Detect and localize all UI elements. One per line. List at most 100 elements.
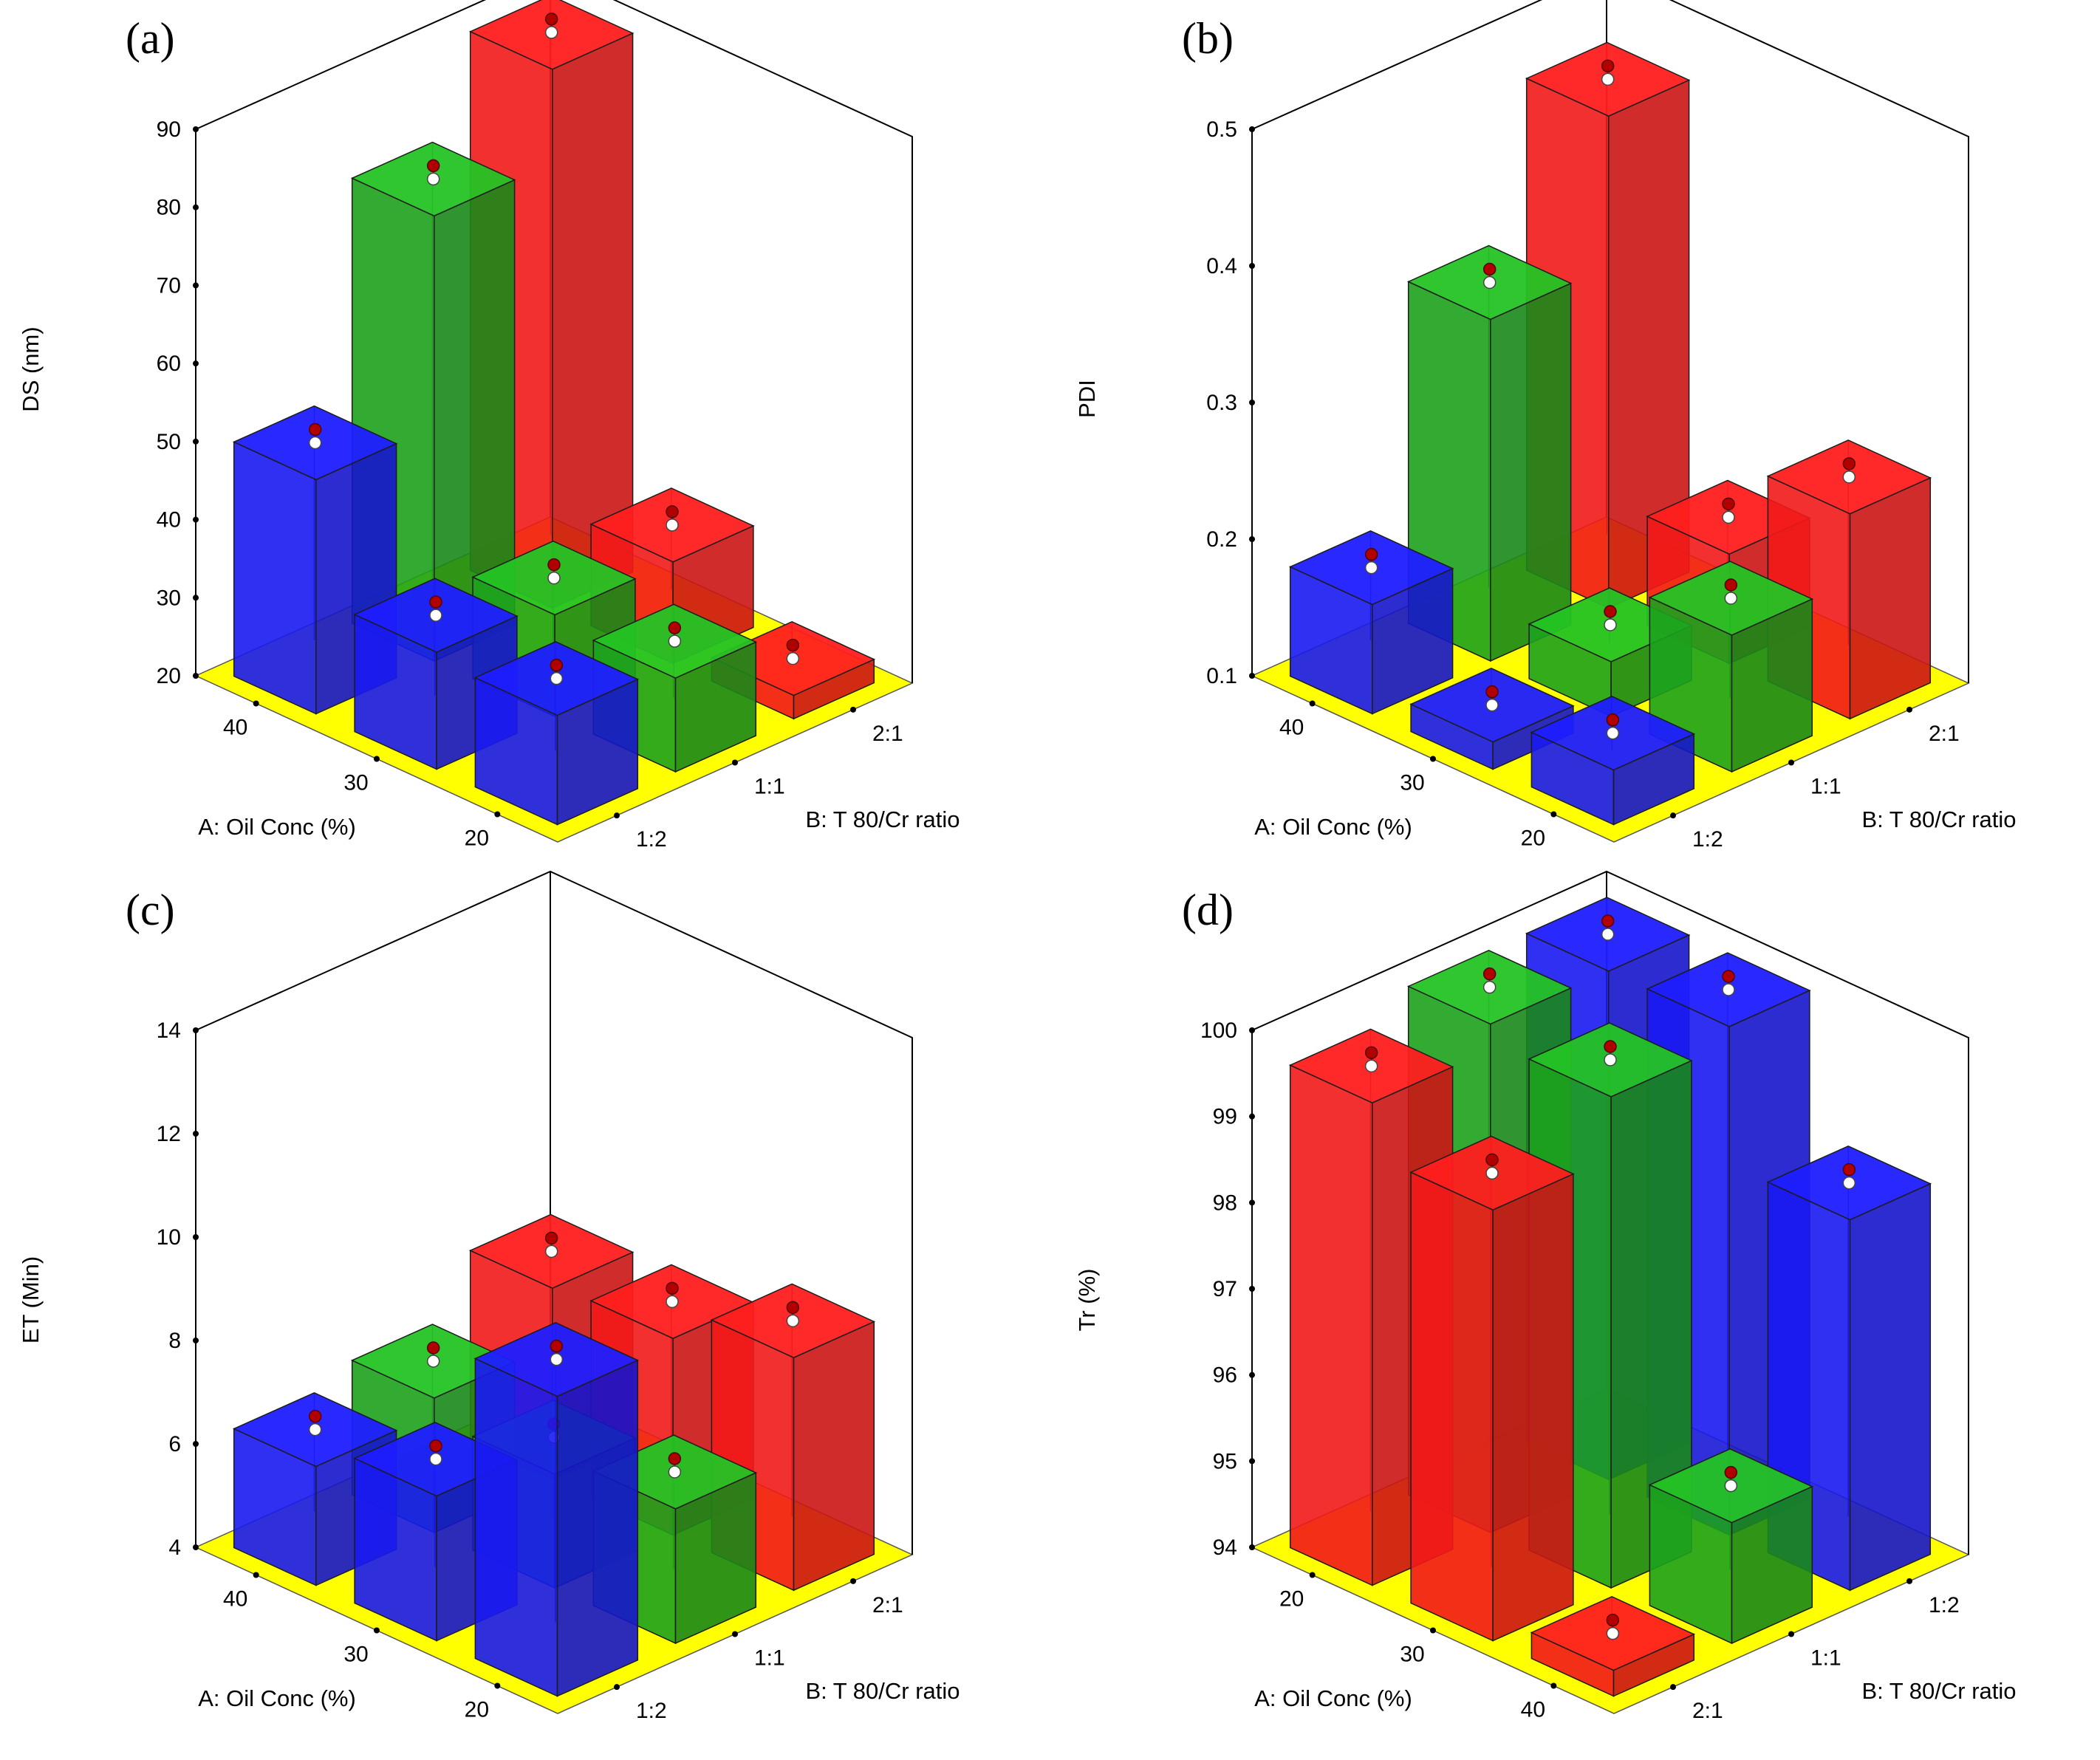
b-tick-label: 2:1 [1929,722,1960,746]
z-tick-label: 70 [157,273,181,298]
bar-right-face [1849,1182,1932,1592]
b-tick-mark [1906,706,1912,713]
z-axis-label: PDI [1074,380,1100,418]
z-tick-label: 96 [1213,1363,1237,1388]
z-tick-label: 100 [1200,1018,1237,1043]
z-tick-mark [1249,1113,1255,1120]
a-tick-label: 20 [1279,1587,1304,1612]
z-tick-mark [193,126,199,132]
z-tick-label: 0.3 [1206,391,1237,415]
a-tick-mark [494,1682,501,1689]
predicted-point [1485,698,1499,712]
b-axis-label: B: T 80/Cr ratio [805,1678,960,1704]
a-axis-label: A: Oil Conc (%) [1254,1685,1412,1711]
z-tick-mark [193,1544,199,1550]
actual-point [1722,970,1735,983]
actual-point [668,1452,682,1465]
predicted-point [1842,470,1856,484]
predicted-point [1482,980,1497,994]
predicted-point [1606,726,1620,740]
bar-right-face [1492,1173,1574,1642]
z-tick-mark [1249,1372,1255,1378]
actual-point [1724,1465,1738,1479]
actual-point [308,422,322,436]
actual-point [1606,713,1620,727]
a-tick-mark [1430,1627,1436,1634]
a-tick-mark [494,811,501,818]
bar [1530,695,1696,826]
b-tick-label: 1:2 [1929,1593,1960,1617]
predicted-point [666,1295,679,1309]
predicted-point [1724,1479,1738,1493]
a-tick-label: 30 [1400,1643,1424,1667]
actual-point [547,558,561,572]
z-tick-mark [1249,1199,1255,1206]
bar [473,1321,640,1697]
a-tick-label: 30 [343,1643,368,1667]
z-tick-label: 80 [157,196,181,220]
b-tick-label: 1:2 [636,827,667,852]
z-tick-mark [1249,400,1255,405]
predicted-point [308,436,322,450]
actual-point [1364,1046,1378,1060]
b-tick-label: 1:2 [636,1699,667,1723]
b-tick-mark [1906,1578,1912,1584]
bar-left-face [233,441,317,715]
bar [1288,530,1454,715]
b-tick-mark [1670,812,1676,819]
predicted-point [1842,1176,1856,1190]
bar [1648,1448,1814,1645]
z-tick-label: 20 [157,664,181,688]
predicted-point [550,671,564,685]
b-tick-label: 1:1 [1810,775,1841,799]
bar [1648,561,1814,773]
a-axis-label: A: Oil Conc (%) [1254,814,1412,840]
b-axis-label: B: T 80/Cr ratio [1861,807,2016,832]
a-tick-mark [1309,700,1316,707]
bar-right-face [1849,476,1932,720]
chart-panel-3: (c) 4 6 8 10 12 14 ET (Min) 40 30 20 1:2 1:1 2:1 A: Oi… [18,870,960,1723]
actual-point [668,621,682,634]
z-tick-mark [1249,1458,1255,1465]
predicted-point [1485,1166,1499,1180]
z-tick-mark [193,595,199,601]
a-tick-mark [253,700,259,707]
z-tick-label: 90 [157,117,181,142]
z-tick-label: 4 [168,1535,181,1560]
chart-panel-2: (b) 0.1 0.2 0.3 0.4 0.5 PDI 40 30 20 1:2 1:1 2:1 A: O… [1074,0,2017,852]
bar-right-face [793,1321,875,1592]
a-tick-mark [1550,811,1557,818]
predicted-point [1601,72,1615,86]
z-tick-mark [1249,1544,1255,1550]
actual-point [426,159,440,173]
predicted-point [1722,510,1735,524]
actual-point [1606,1613,1620,1627]
b-tick-label: 1:2 [1692,827,1723,852]
actual-point [1482,967,1497,981]
predicted-point [550,1352,564,1366]
a-tick-mark [1309,1572,1316,1578]
z-tick-label: 10 [157,1225,181,1250]
z-tick-label: 60 [157,352,181,376]
actual-point [544,13,558,26]
bar [1409,1135,1575,1642]
z-tick-label: 98 [1213,1191,1237,1215]
bar-right-face [1490,282,1572,662]
bar [710,1283,876,1592]
actual-point [308,1409,322,1423]
predicted-point [1606,1626,1620,1640]
b-tick-mark [732,1631,738,1637]
panel-label: (a) [126,14,175,63]
actual-point [1604,605,1617,618]
panel-label: (b) [1182,14,1234,63]
actual-point [429,1439,442,1453]
z-tick-label: 30 [157,586,181,610]
predicted-point [786,651,800,665]
a-tick-label: 40 [1521,1698,1545,1722]
b-tick-mark [732,759,738,766]
a-tick-label: 40 [1279,716,1304,740]
a-tick-label: 20 [1521,826,1545,851]
z-tick-label: 8 [168,1329,181,1353]
predicted-point [786,1314,800,1328]
